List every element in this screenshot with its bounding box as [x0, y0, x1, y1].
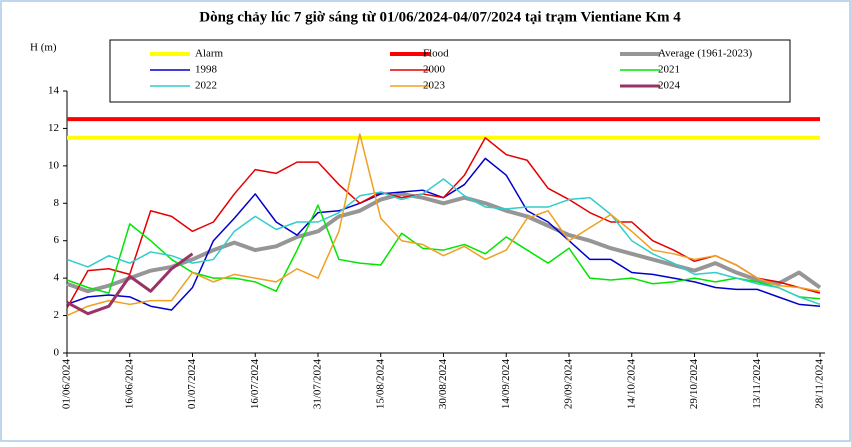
- x-tick-label: 14/10/2024: [625, 359, 637, 410]
- legend: [109, 39, 791, 103]
- legend-label: 2022: [195, 80, 217, 92]
- y-tick-label: 14: [48, 85, 60, 97]
- x-tick-label: 01/07/2024: [186, 359, 198, 410]
- legend-label: 1998: [195, 64, 218, 76]
- legend-label: Alarm: [195, 48, 224, 60]
- x-tick-label: 01/06/2024: [61, 359, 73, 410]
- x-tick-label: 28/11/2024: [814, 359, 826, 409]
- x-tick-label: 13/11/2024: [751, 359, 763, 409]
- legend-label: 2000: [423, 64, 446, 76]
- x-tick-label: 15/08/2024: [374, 359, 386, 410]
- chart-title: Dòng chảy lúc 7 giờ sáng từ 01/06/2024-0…: [199, 9, 681, 25]
- series-line: [66, 137, 821, 309]
- y-axis-label: H (m): [30, 42, 57, 54]
- legend-label: Average (1961-2023): [658, 48, 753, 60]
- y-tick-label: 4: [54, 272, 60, 284]
- x-tick-label: 29/10/2024: [688, 359, 700, 410]
- y-tick-label: 12: [48, 122, 59, 134]
- series-line: [66, 191, 822, 294]
- y-tick-label: 8: [54, 197, 60, 209]
- x-tick-label: 29/09/2024: [563, 359, 575, 410]
- x-tick-label: 16/07/2024: [249, 359, 261, 410]
- x-tick-label: 31/07/2024: [312, 359, 324, 410]
- y-tick-label: 0: [54, 347, 60, 359]
- legend-label: 2023: [423, 80, 446, 92]
- series-line: [66, 252, 194, 316]
- x-tick-label: 14/09/2024: [500, 359, 512, 410]
- y-tick-label: 10: [48, 159, 60, 171]
- legend-label: Flood: [423, 48, 449, 60]
- series-line: [66, 178, 821, 306]
- legend-label: 2021: [658, 64, 680, 76]
- series-line: [66, 133, 821, 317]
- x-tick-label: 16/06/2024: [123, 359, 135, 410]
- x-tick-label: 30/08/2024: [437, 359, 449, 410]
- y-tick-label: 2: [54, 309, 60, 321]
- legend-label: 2024: [658, 80, 681, 92]
- y-tick-label: 6: [54, 234, 60, 246]
